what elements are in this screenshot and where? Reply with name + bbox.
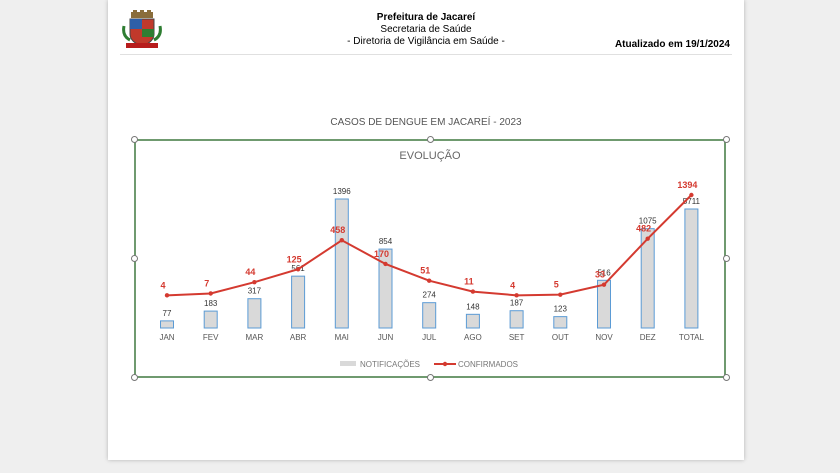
confirmados-point	[164, 293, 170, 298]
line-value-label: 4	[510, 280, 515, 290]
bar-notificacoes-out	[553, 316, 568, 329]
department-name: Secretaria de Saúde	[380, 24, 472, 35]
bar-notificacoes-mai	[334, 198, 349, 329]
confirmados-point	[383, 261, 388, 267]
confirmados-point	[514, 293, 519, 298]
confirmados-point	[470, 289, 476, 294]
bar-notificacoes-jan	[160, 320, 174, 329]
line-value-label: 170	[374, 249, 389, 259]
x-tick-label: JUL	[422, 333, 437, 342]
bar-value-label: 317	[248, 287, 262, 296]
line-value-label: 482	[636, 224, 651, 234]
line-value-label: 44	[245, 267, 255, 277]
resize-handle-bl[interactable]	[131, 374, 138, 381]
bar-notificacoes-dez	[640, 228, 655, 329]
resize-handle-ml[interactable]	[131, 255, 138, 262]
x-tick-label: TOTAL	[679, 333, 705, 342]
bar-notificacoes-jul	[422, 302, 437, 329]
bar-value-label: 5711	[683, 197, 701, 206]
bar-value-label: 77	[163, 309, 172, 318]
bar-notificacoes-set	[509, 310, 524, 329]
bar-value-label: 516	[597, 268, 611, 277]
bar-value-label: 123	[554, 305, 568, 314]
confirmados-point	[558, 292, 563, 297]
bar-value-label: 183	[204, 299, 218, 308]
line-value-label: 11	[464, 277, 474, 287]
x-tick-label: SET	[509, 333, 525, 342]
bar-notificacoes-mar	[247, 298, 262, 329]
chart-outer-title: CASOS DE DENGUE EM JACAREÍ - 2023	[330, 117, 522, 128]
confirmados-point	[689, 192, 694, 198]
bar-notificacoes-total	[684, 208, 699, 329]
resize-handle-tm[interactable]	[427, 136, 434, 143]
confirmados-point	[208, 291, 213, 296]
bar-value-label: 854	[379, 237, 393, 246]
x-tick-label: MAI	[335, 333, 349, 342]
confirmados-point	[339, 238, 344, 243]
resize-handle-tr[interactable]	[723, 136, 730, 143]
resize-handle-tl[interactable]	[131, 136, 138, 143]
x-tick-label: AGO	[464, 333, 482, 342]
x-tick-label: JAN	[159, 333, 174, 342]
division-name: - Diretoria de Vigilância em Saúde -	[347, 36, 505, 47]
line-value-label: 5	[554, 280, 559, 290]
resize-handle-br[interactable]	[723, 374, 730, 381]
updated-date: Atualizado em 19/1/2024	[614, 39, 730, 50]
line-value-label: 51	[420, 266, 430, 276]
chart-title: EVOLUÇÃO	[399, 149, 461, 162]
confirmados-point	[645, 236, 650, 241]
bar-notificacoes-ago	[465, 313, 480, 329]
legend-line-marker	[442, 361, 448, 367]
bar-notificacoes-abr	[291, 275, 306, 329]
org-name: Prefeitura de Jacareí	[376, 12, 476, 23]
resize-handle-mr[interactable]	[723, 255, 730, 262]
city-crest-logo	[122, 10, 162, 48]
confirmados-point	[601, 282, 607, 287]
bar-notificacoes-nov	[597, 279, 611, 329]
legend-label-confirmados: CONFIRMADOS	[458, 360, 518, 369]
confirmados-point	[427, 278, 432, 283]
report-page: Prefeitura de Jacareí Secretaria de Saúd…	[108, 0, 744, 460]
x-tick-label: DEZ	[640, 333, 656, 342]
x-tick-label: ABR	[290, 333, 307, 342]
bar-value-label: 1396	[333, 187, 351, 196]
bar-value-label: 187	[510, 299, 524, 308]
confirmados-point	[252, 279, 257, 285]
bar-value-label: 1075	[639, 217, 657, 226]
x-tick-label: FEV	[203, 333, 219, 342]
line-value-label: 125	[287, 254, 302, 264]
bar-value-label: 148	[466, 302, 480, 311]
resize-handle-bm[interactable]	[427, 374, 434, 381]
x-tick-label: NOV	[595, 333, 613, 342]
legend-bar-swatch	[340, 361, 356, 366]
line-value-label: 458	[330, 225, 345, 235]
bar-value-label: 274	[423, 291, 437, 300]
dengue-chart: EVOLUÇÃO77JAN183FEV317MAR561ABR1396MAI85…	[159, 149, 705, 369]
line-value-label: 4	[160, 280, 165, 290]
bar-notificacoes-jun	[378, 248, 393, 329]
legend-label-notificacoes: NOTIFICAÇÕES	[360, 360, 420, 369]
x-tick-label: OUT	[552, 333, 569, 342]
bar-notificacoes-fev	[203, 310, 218, 329]
line-value-label: 1394	[677, 180, 697, 190]
line-value-label: 33	[595, 270, 605, 280]
x-tick-label: MAR	[246, 333, 264, 342]
confirmados-point	[295, 267, 301, 272]
x-tick-label: JUN	[378, 333, 394, 342]
header-divider	[120, 54, 732, 55]
line-value-label: 7	[204, 278, 209, 288]
